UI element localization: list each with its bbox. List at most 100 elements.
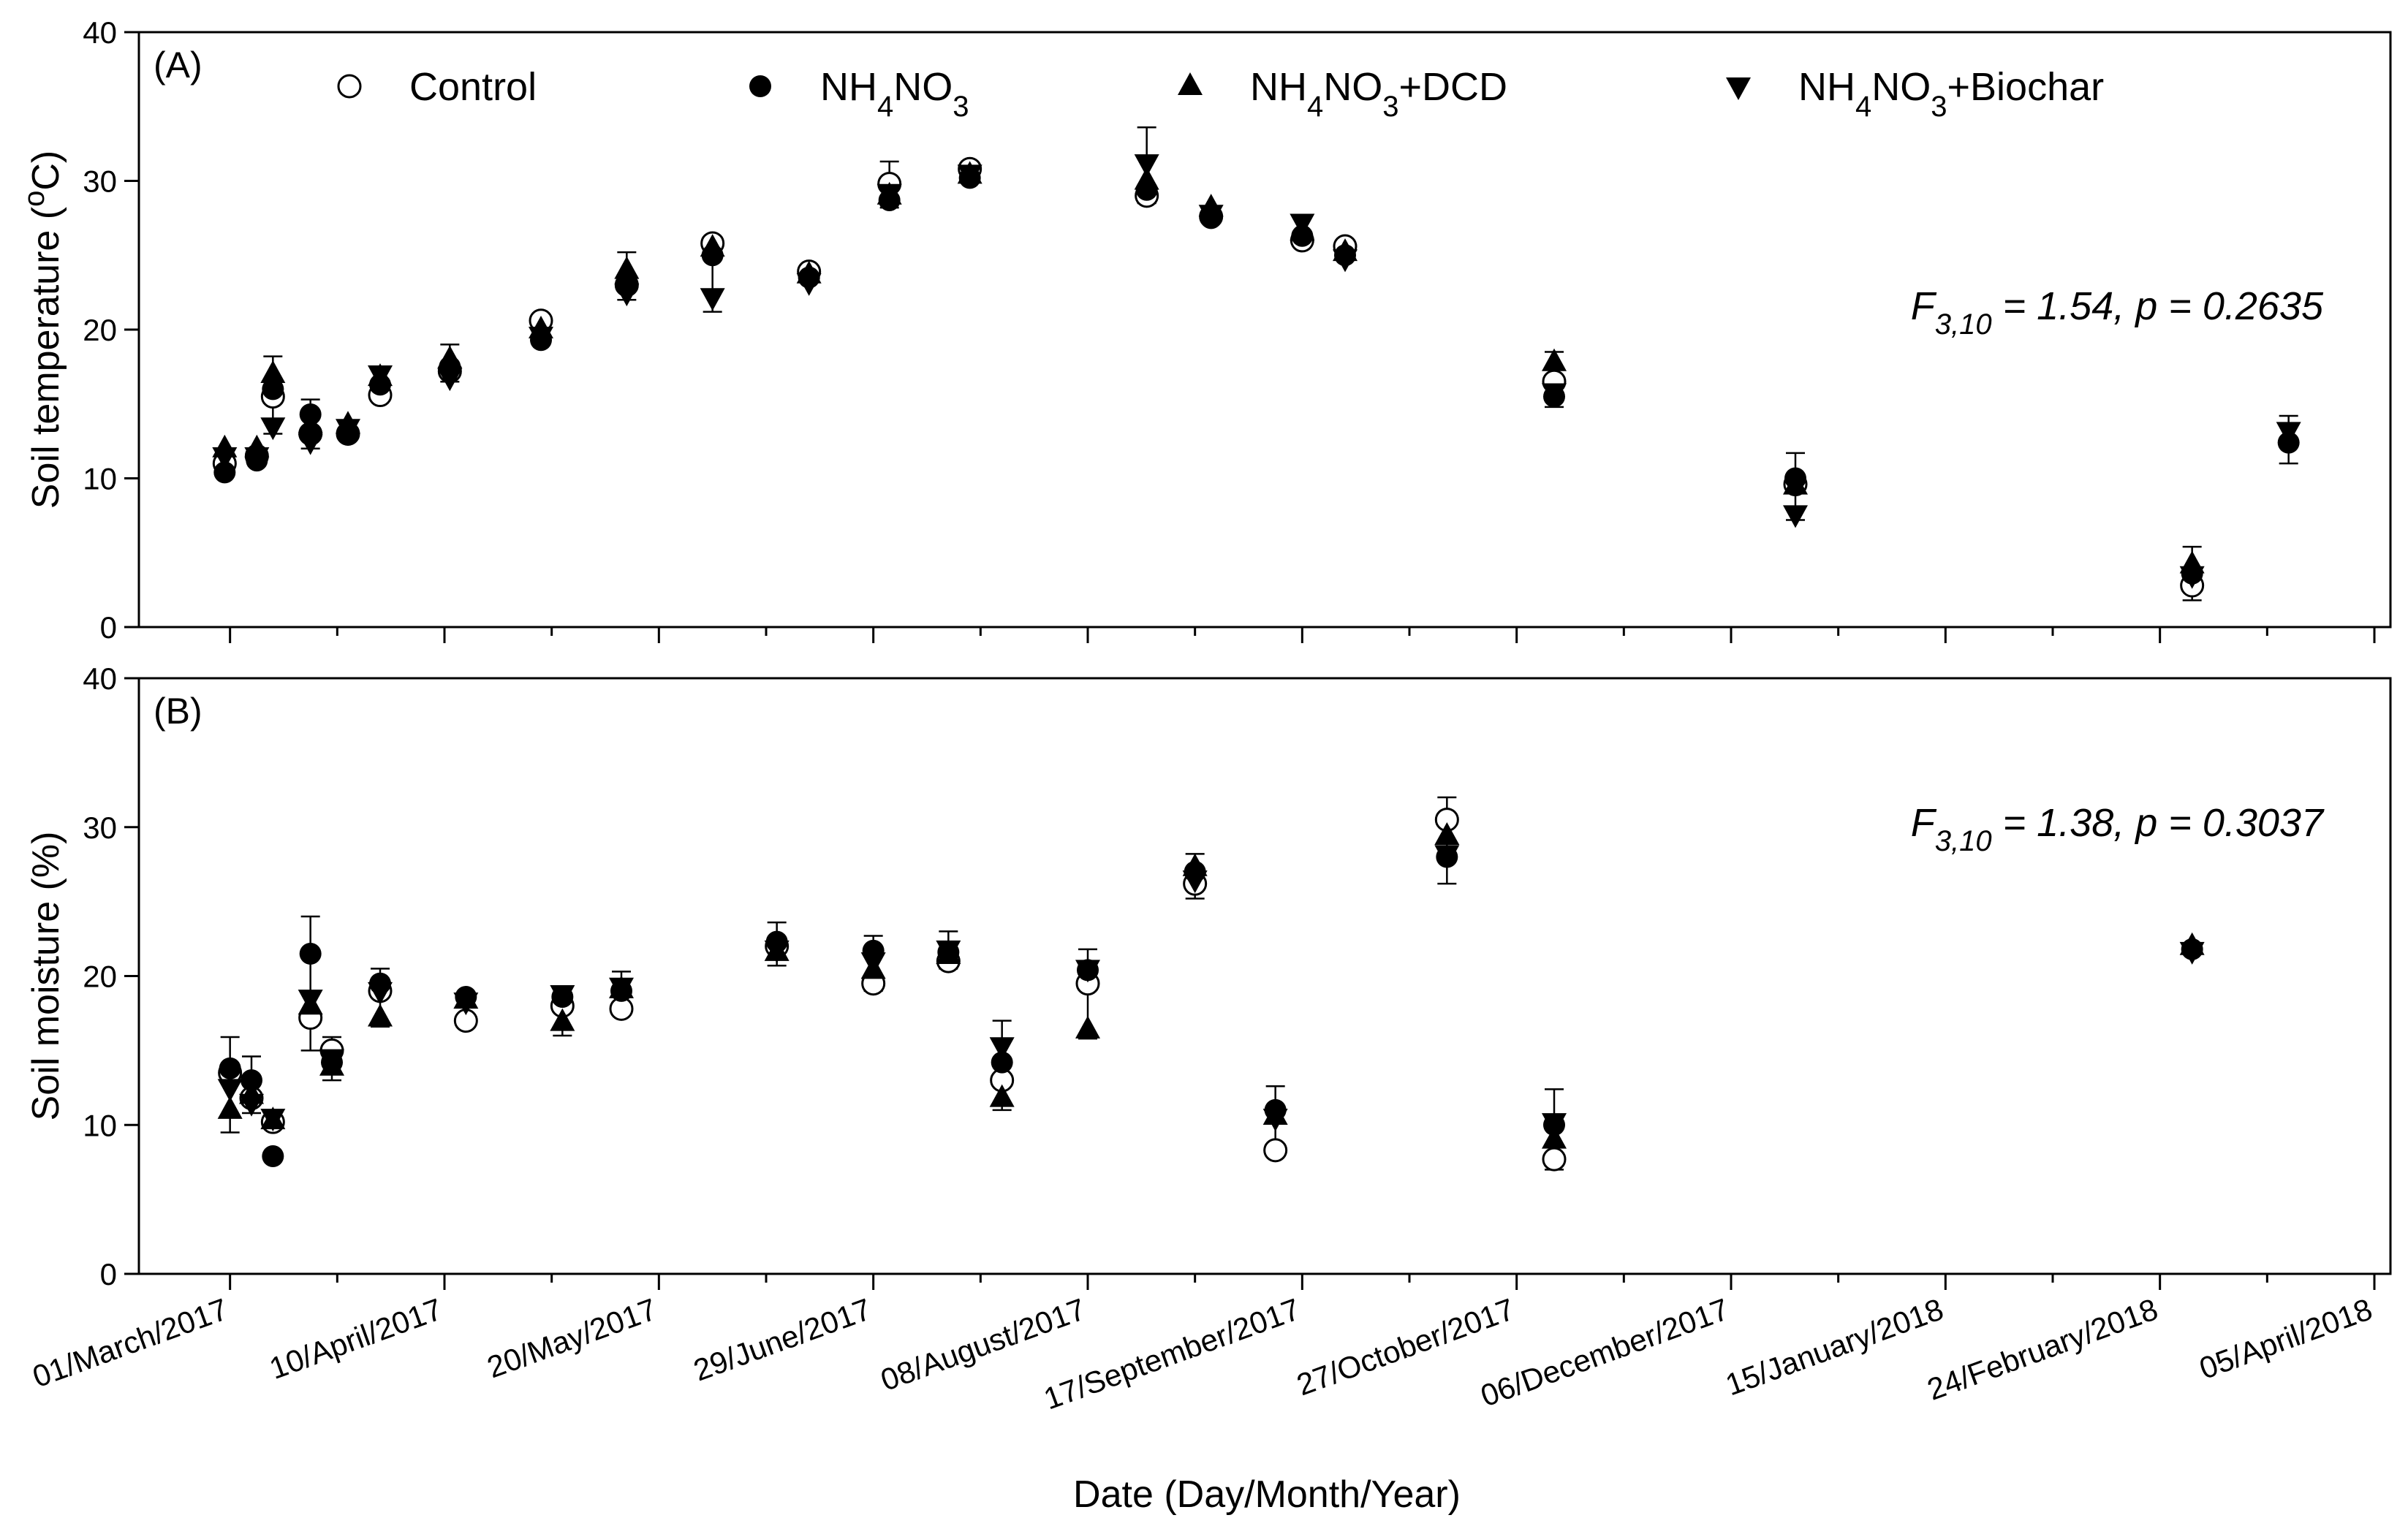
data-point-dcd (614, 256, 640, 279)
x-tick-label: 06/December/2017 (1476, 1291, 1733, 1413)
data-point-dcd (989, 1084, 1015, 1107)
data-point-nh4no3 (213, 461, 236, 484)
legend-label: NH4NO3+Biochar (1798, 65, 2104, 123)
y-tick-label: 0 (100, 610, 117, 645)
data-point-biochar (298, 990, 323, 1013)
x-axis-title: Date (Day/Month/Year) (1073, 1473, 1461, 1516)
data-point-nh4no3 (299, 403, 322, 425)
legend-label: NH4NO3+DCD (1250, 65, 1507, 123)
data-point-nh4no3 (551, 986, 574, 1009)
data-point-dcd (217, 1096, 243, 1119)
legend-label: Control (409, 65, 537, 109)
y-axis-title: Soil temperature (oC) (18, 151, 67, 509)
data-point-nh4no3 (241, 1069, 262, 1092)
data-point-dcd (1542, 348, 1567, 371)
legend-label-base: NH (1250, 65, 1307, 109)
y-tick-label: 0 (100, 1257, 117, 1291)
legend-label-sub: 4 (1855, 91, 1871, 123)
data-point-dcd (368, 1003, 393, 1027)
data-point-control (1542, 1147, 1567, 1172)
data-point-nh4no3 (1543, 385, 1565, 408)
legend-item-dcd: NH4NO3+DCD (1178, 65, 1507, 123)
legend-item-nh4no3: NH4NO3 (749, 65, 969, 123)
data-point-dcd (1434, 821, 1460, 845)
data-point-biochar (212, 447, 238, 470)
data-point-control (1263, 1138, 1288, 1163)
stat-f: F (1911, 801, 1937, 845)
legend-label-sub: 3 (1382, 91, 1398, 123)
x-tick-label: 15/January/2018 (1721, 1291, 1947, 1402)
data-point-nh4no3 (1264, 1098, 1287, 1121)
data-point-nh4no3 (262, 1145, 284, 1168)
legend-item-biochar: NH4NO3+Biochar (1726, 65, 2104, 123)
stat-annotation: F3,10 = 1.54, p = 0.2635 (1911, 284, 2324, 341)
data-point-biochar (239, 1093, 264, 1117)
data-point-biochar (217, 1079, 243, 1102)
data-point-biochar (1783, 505, 1808, 528)
data-point-nh4no3 (1436, 846, 1458, 868)
y-tick-label: 40 (83, 15, 117, 50)
legend-label: NH4NO3 (820, 65, 969, 123)
x-tick-label: 05/April/2018 (2195, 1291, 2377, 1386)
panel-0: 0 10 20 30 40 Soil temperature (oC) (A) F3,10 =… (18, 15, 2392, 645)
legend-marker-nh4no3 (749, 75, 771, 97)
data-point-nh4no3 (862, 939, 885, 962)
stat-value: = 1.54, p = 0.2635 (1992, 284, 2324, 328)
data-point-nh4no3 (1077, 959, 1099, 982)
x-tick-label: 20/May/2017 (482, 1291, 661, 1384)
data-point-nh4no3 (530, 329, 552, 352)
data-point-dcd (260, 360, 286, 384)
legend-label-mid: NO (1323, 65, 1382, 109)
y-axis-title-unit: C) (25, 151, 67, 191)
y-tick-label: 20 (83, 313, 117, 347)
data-point-dcd (550, 1008, 575, 1031)
data-point-biochar (260, 1109, 286, 1132)
data-point-nh4no3 (616, 273, 638, 296)
legend-label-sub: 4 (1307, 91, 1323, 123)
data-point-nh4no3 (958, 167, 981, 189)
data-point-nh4no3 (455, 986, 477, 1009)
y-tick-label: 40 (83, 661, 117, 696)
data-point-nh4no3 (701, 244, 724, 267)
data-point-nh4no3 (991, 1051, 1013, 1074)
data-point-nh4no3 (369, 373, 391, 396)
data-point-biochar (2276, 422, 2301, 445)
x-tick-label: 10/April/2017 (265, 1291, 447, 1386)
data-point-dcd (1075, 1015, 1100, 1039)
panel-label: (B) (154, 691, 202, 732)
stat-annotation: F3,10 = 1.38, p = 0.3037 (1911, 801, 2325, 857)
data-point-nh4no3 (1334, 244, 1356, 267)
data-point-nh4no3 (1184, 860, 1206, 883)
y-axis-title-main: Soil temperature ( (25, 206, 67, 509)
plot-frame (137, 31, 2392, 629)
data-point-nh4no3 (2181, 562, 2203, 585)
y-tick-label: 10 (83, 462, 117, 496)
data-point-nh4no3 (337, 422, 359, 445)
legend-marker-control (337, 74, 362, 99)
data-point-dcd (1542, 1125, 1567, 1149)
legend-label-base: NH (1798, 65, 1855, 109)
data-point-nh4no3 (878, 189, 901, 211)
y-tick-label: 30 (83, 164, 117, 199)
panel-label: (A) (154, 45, 202, 86)
data-point-nh4no3 (246, 449, 268, 472)
data-point-nh4no3 (798, 266, 820, 289)
stat-value: = 1.38, p = 0.3037 (1992, 801, 2325, 845)
data-point-nh4no3 (439, 355, 461, 378)
y-axis-title: Soil moisture (%) (25, 832, 67, 1121)
legend-label-sub: 3 (1931, 91, 1947, 123)
legend-label-mid: NO (893, 65, 953, 109)
x-tick-label: 01/March/2017 (28, 1291, 232, 1394)
legend-marker-dcd (1178, 72, 1203, 95)
legend-marker-biochar (1726, 77, 1751, 100)
data-point-biochar (298, 432, 323, 455)
data-point-nh4no3 (765, 930, 788, 953)
data-point-biochar (989, 1037, 1015, 1060)
legend-label-tail: +Biochar (1947, 65, 2105, 109)
legend-label-tail: +DCD (1399, 65, 1508, 109)
data-point-biochar (1134, 154, 1159, 178)
data-point-nh4no3 (610, 979, 632, 1002)
legend-label-base: Control (409, 65, 537, 109)
legend-label-sub: 3 (953, 91, 969, 123)
